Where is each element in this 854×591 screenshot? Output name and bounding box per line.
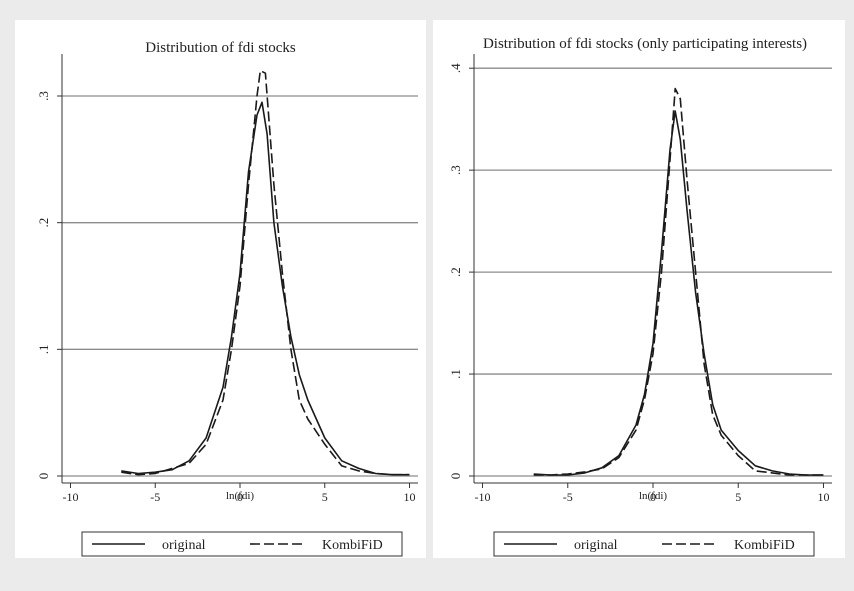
legend-label-original: original — [574, 538, 618, 553]
x-tick-label: 0 — [650, 490, 656, 504]
y-tick-label: .1 — [448, 369, 463, 379]
series-line-kombifid — [533, 87, 824, 476]
y-tick-label: .1 — [36, 344, 51, 354]
series-line-kombifid — [121, 69, 410, 476]
panel-background — [15, 20, 426, 558]
x-tick-label: -5 — [150, 490, 160, 504]
x-tick-label: -10 — [62, 490, 78, 504]
legend: original KombiFiD — [81, 531, 403, 557]
x-tick-label: 0 — [237, 490, 243, 504]
y-tick-label: .3 — [36, 91, 51, 101]
x-tick-label: 10 — [817, 490, 829, 504]
x-tick-label: 10 — [404, 490, 416, 504]
panel-background — [433, 20, 845, 558]
y-tick-label: .4 — [448, 63, 463, 73]
x-tick-label: 5 — [735, 490, 741, 504]
legend: original KombiFiD — [493, 531, 815, 557]
x-axis-label: ln(fdi) — [639, 490, 667, 502]
chart-panel-1: Distribution of fdi stocks 0 .1 .2 .3 -10 -5 0 5… — [15, 20, 426, 558]
y-tick-label: .3 — [448, 165, 463, 175]
y-tick-label: .2 — [36, 218, 51, 228]
chart-title: Distribution of fdi stocks — [145, 40, 296, 56]
x-axis-label: ln(fdi) — [226, 490, 254, 502]
chart-title: Distribution of fdi stocks (only partici… — [483, 36, 807, 52]
chart-panel-2: Distribution of fdi stocks (only partici… — [433, 20, 845, 558]
x-tick-label: 5 — [322, 490, 328, 504]
series-line-original — [121, 101, 410, 476]
y-tick-label: 0 — [448, 473, 463, 480]
x-tick-label: -10 — [475, 490, 491, 504]
x-tick-label: -5 — [563, 490, 573, 504]
legend-label-kombifid: KombiFiD — [734, 538, 795, 553]
legend-label-kombifid: KombiFiD — [322, 538, 383, 553]
legend-label-original: original — [162, 538, 206, 553]
y-tick-label: 0 — [36, 473, 51, 480]
y-tick-label: .2 — [448, 267, 463, 277]
